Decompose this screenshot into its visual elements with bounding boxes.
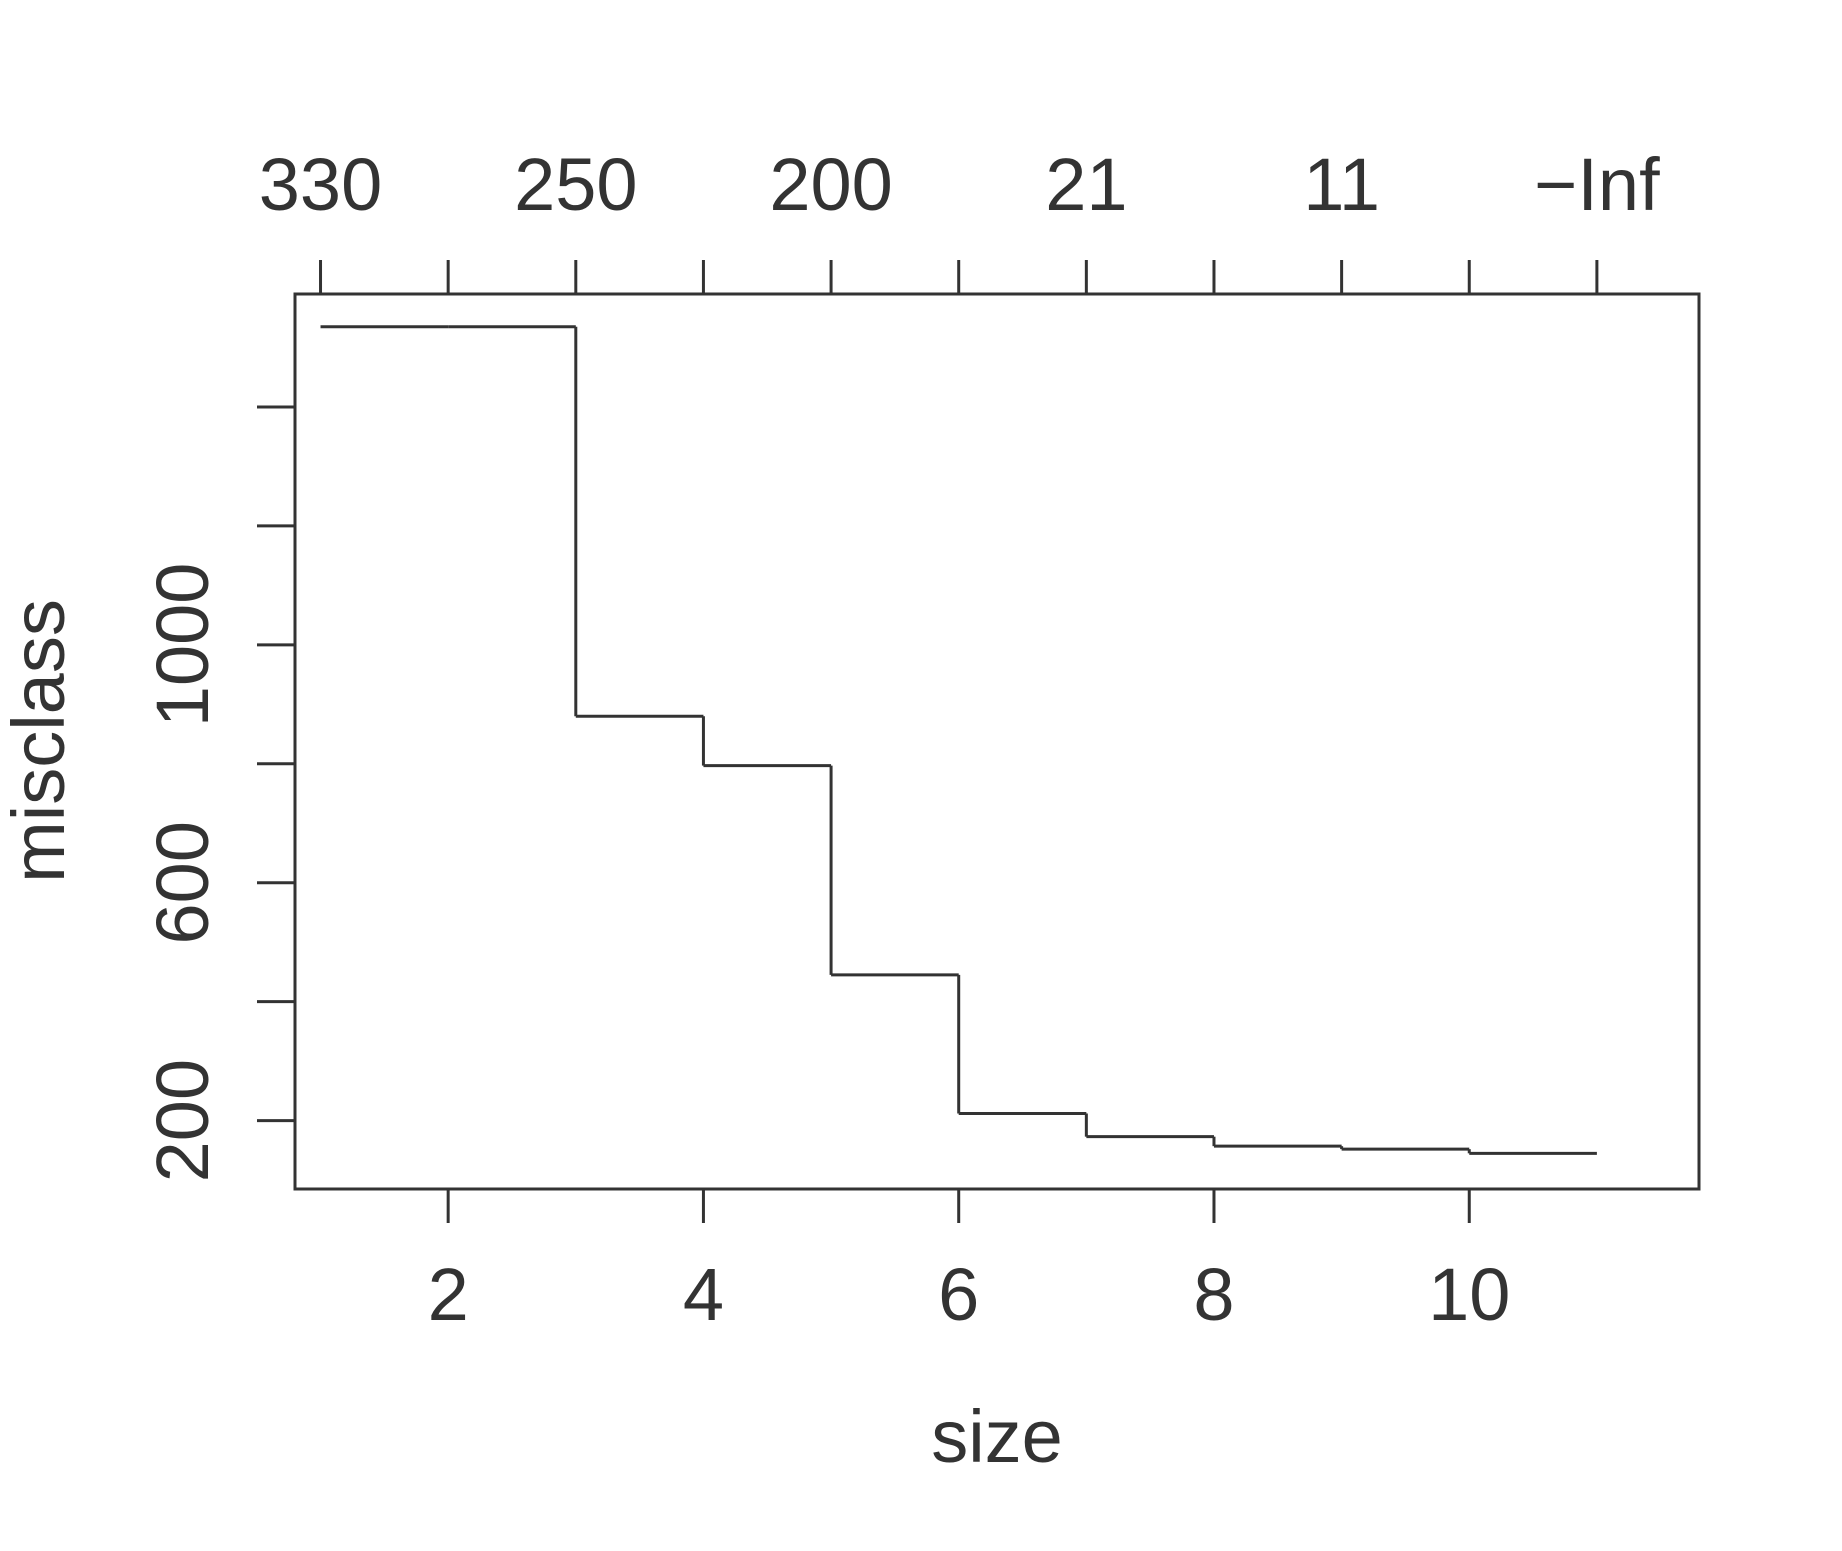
y-tick-label: 200 [141,1059,224,1182]
y-axis-title: misclass [0,599,80,883]
top-tick-label: 11 [1303,143,1380,226]
top-tick-label: 330 [259,143,382,226]
top-tick-label: 250 [514,143,637,226]
top-tick-label: 200 [769,143,892,226]
series-group [320,325,1597,1155]
top-axis-tick-labels: 330 250 200 21 11 −Inf [259,143,1660,226]
x-axis-title: size [931,1395,1063,1478]
y-axis-tick-labels: 200 600 1000 [141,563,224,1183]
x-axis-ticks [446,1189,1471,1223]
x-tick-label: 10 [1428,1253,1510,1336]
top-tick-label: 21 [1045,143,1127,226]
plot-frame [293,292,1701,1191]
x-axis-tick-labels: 2 4 6 8 10 [428,1253,1511,1336]
y-axis-ticks [257,405,295,1123]
y-tick-label: 1000 [141,563,224,728]
top-axis-ticks [319,260,1599,294]
x-tick-label: 6 [938,1253,979,1336]
top-tick-label: −Inf [1534,143,1660,226]
x-tick-label: 2 [428,1253,469,1336]
x-tick-label: 4 [683,1253,724,1336]
y-tick-label: 600 [141,821,224,944]
x-tick-label: 8 [1193,1253,1234,1336]
